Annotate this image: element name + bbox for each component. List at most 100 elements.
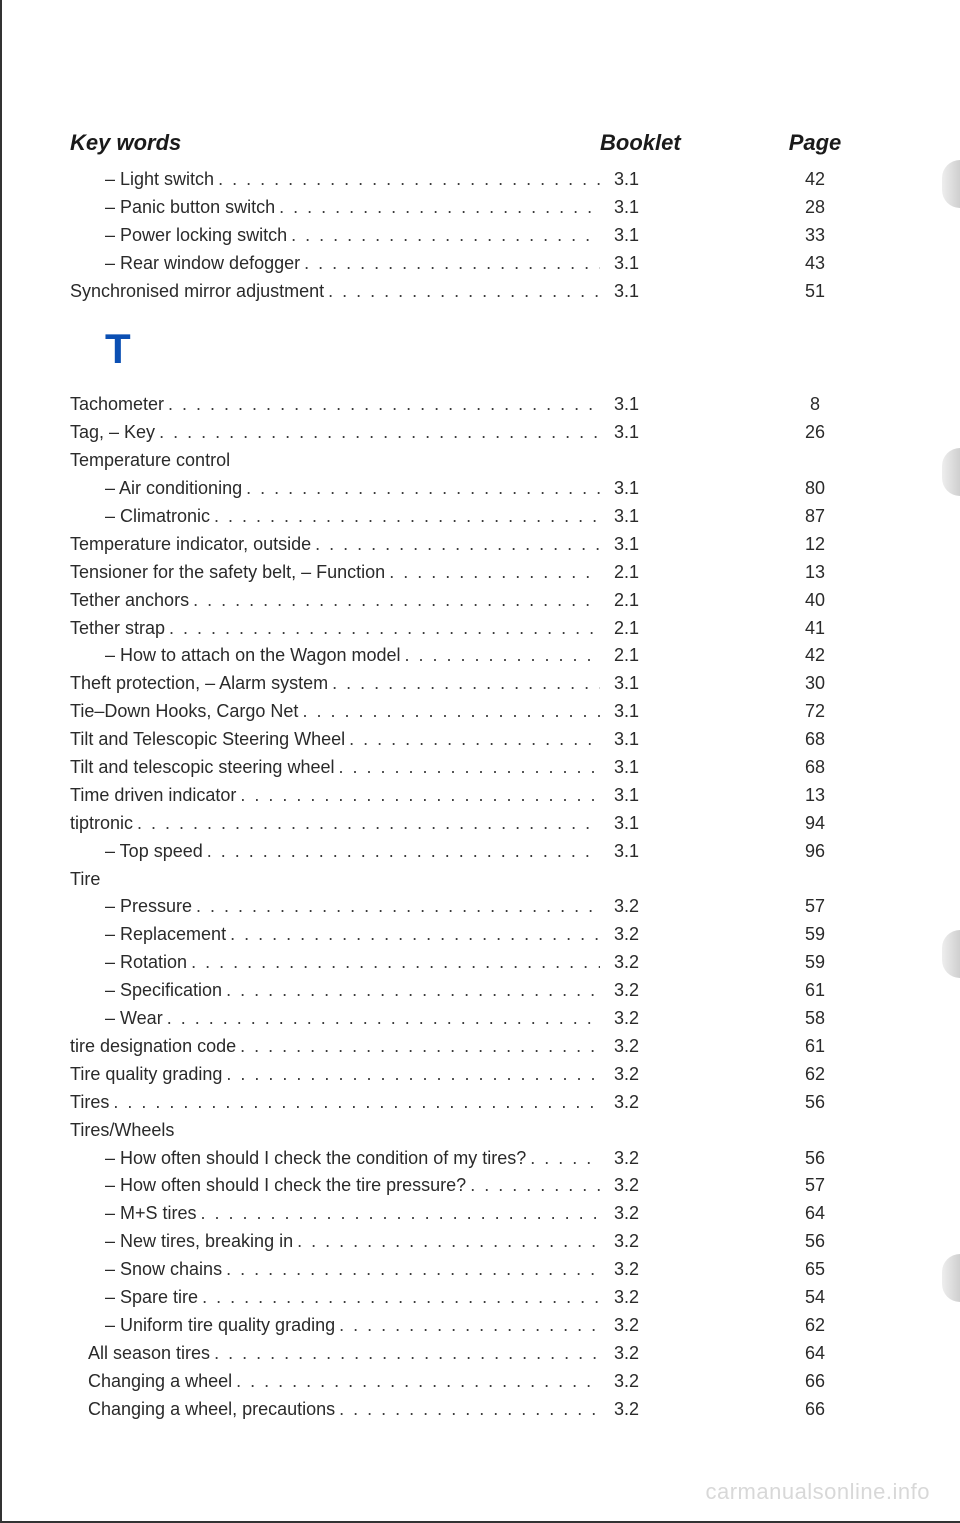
index-row: Tilt and Telescopic Steering Wheel3.168 [70, 726, 890, 754]
index-label: – Light switch [70, 166, 214, 194]
index-page-number: 26 [740, 419, 890, 447]
index-label: – Replacement [70, 921, 226, 949]
index-label-col: Tachometer [70, 391, 600, 419]
index-label: Tensioner for the safety belt, – Functio… [70, 559, 385, 587]
leader-dots [137, 810, 600, 838]
index-label: – Power locking switch [70, 222, 287, 250]
index-label-col: Tensioner for the safety belt, – Functio… [70, 559, 600, 587]
index-booklet: 3.1 [600, 475, 740, 503]
index-label-col: – New tires, breaking in [70, 1228, 600, 1256]
header-keywords: Key words [70, 130, 600, 156]
index-page-number: 30 [740, 670, 890, 698]
index-booklet: 3.2 [600, 1312, 740, 1340]
section-letter: T [105, 325, 890, 373]
index-label-col: tire designation code [70, 1033, 600, 1061]
leader-dots [291, 222, 600, 250]
index-row: Tachometer3.18 [70, 391, 890, 419]
index-page-number: 13 [740, 782, 890, 810]
index-row: – Pressure3.257 [70, 893, 890, 921]
index-page-number: 59 [740, 921, 890, 949]
index-label-col: – Rotation [70, 949, 600, 977]
index-label: tiptronic [70, 810, 133, 838]
leader-dots [202, 1284, 600, 1312]
index-label: Temperature indicator, outside [70, 531, 311, 559]
index-label-col: Tires [70, 1089, 600, 1117]
index-row: – Replacement 3.259 [70, 921, 890, 949]
index-label-col: – Pressure [70, 893, 600, 921]
index-page-number: 96 [740, 838, 890, 866]
index-booklet: 3.1 [600, 166, 740, 194]
index-label-col: Tie–Down Hooks, Cargo Net [70, 698, 600, 726]
index-label-col: – Light switch [70, 166, 600, 194]
leader-dots [279, 194, 600, 222]
page-border-left [0, 0, 2, 1523]
index-page-number: 61 [740, 977, 890, 1005]
leader-dots [168, 391, 600, 419]
index-label: Time driven indicator [70, 782, 236, 810]
leader-dots [226, 1061, 600, 1089]
leader-dots [240, 782, 600, 810]
index-label-col: – Uniform tire quality grading [70, 1312, 600, 1340]
index-label-col: Synchronised mirror adjustment [70, 278, 600, 306]
index-label: – Climatronic [70, 503, 210, 531]
index-label: – Specification [70, 977, 222, 1005]
index-label-col: – Snow chains [70, 1256, 600, 1284]
index-booklet: 3.2 [600, 921, 740, 949]
leader-dots [332, 670, 600, 698]
index-booklet: 3.1 [600, 782, 740, 810]
thumb-tab [942, 448, 960, 496]
index-booklet: 3.1 [600, 838, 740, 866]
index-booklet: 3.1 [600, 419, 740, 447]
index-label: Tilt and Telescopic Steering Wheel [70, 726, 345, 754]
index-page-number: 40 [740, 587, 890, 615]
index-label-col: – Panic button switch [70, 194, 600, 222]
index-booklet: 3.2 [600, 1256, 740, 1284]
index-label-col: Temperature control [70, 447, 600, 475]
index-row: Tag, – Key3.126 [70, 419, 890, 447]
leader-dots [389, 559, 600, 587]
index-booklet: 3.1 [600, 222, 740, 250]
index-row: Tie–Down Hooks, Cargo Net3.172 [70, 698, 890, 726]
index-label: Tilt and telescopic steering wheel [70, 754, 334, 782]
leader-dots [167, 1005, 600, 1033]
index-booklet: 3.2 [600, 1033, 740, 1061]
index-page-number: 72 [740, 698, 890, 726]
index-label-col: Tire quality grading [70, 1061, 600, 1089]
index-row: – Light switch3.142 [70, 166, 890, 194]
index-label-col: All season tires [70, 1340, 600, 1368]
index-page-number: 58 [740, 1005, 890, 1033]
leader-dots [339, 1396, 600, 1424]
index-label-col: – Wear [70, 1005, 600, 1033]
index-row: – Snow chains3.265 [70, 1256, 890, 1284]
index-page-number: 8 [740, 391, 890, 419]
index-row: Tether anchors2.140 [70, 587, 890, 615]
index-label: Temperature control [70, 447, 230, 475]
index-page-number: 61 [740, 1033, 890, 1061]
index-label: – Uniform tire quality grading [70, 1312, 335, 1340]
leader-dots [297, 1228, 600, 1256]
index-row: Tire quality grading3.262 [70, 1061, 890, 1089]
index-booklet: 3.1 [600, 670, 740, 698]
leader-dots [226, 977, 600, 1005]
index-row: – How to attach on the Wagon model2.142 [70, 642, 890, 670]
leader-dots [240, 1033, 600, 1061]
header-booklet: Booklet [600, 130, 740, 156]
index-row: Temperature control [70, 447, 890, 475]
index-page-number: 66 [740, 1396, 890, 1424]
leader-dots [328, 278, 600, 306]
leader-dots [339, 1312, 600, 1340]
index-row: – Rear window defogger3.143 [70, 250, 890, 278]
index-label-col: Tag, – Key [70, 419, 600, 447]
index-booklet: 3.2 [600, 977, 740, 1005]
index-label-col: Tire [70, 866, 600, 894]
index-label: – Pressure [70, 893, 192, 921]
index-label: – Top speed [70, 838, 203, 866]
index-page-number: 87 [740, 503, 890, 531]
index-page-number: 56 [740, 1228, 890, 1256]
index-booklet: 3.2 [600, 1228, 740, 1256]
index-page: Key words Booklet Page – Light switch3.1… [0, 0, 960, 1523]
index-label-col: Theft protection, – Alarm system [70, 670, 600, 698]
index-label-col: – How often should I check the condition… [70, 1145, 600, 1173]
index-label: – Air conditioning [70, 475, 242, 503]
index-label-col: Changing a wheel [70, 1368, 600, 1396]
